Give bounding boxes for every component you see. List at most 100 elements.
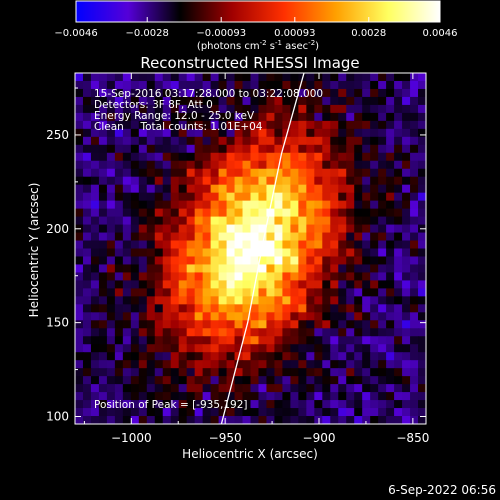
- heatmap-cell: [322, 192, 331, 202]
- heatmap-cell: [322, 112, 331, 122]
- heatmap-cell: [370, 336, 379, 345]
- heatmap-cell: [218, 392, 228, 401]
- heatmap-cell: [170, 248, 180, 258]
- heatmap-cell: [98, 328, 108, 337]
- heatmap-cell: [354, 192, 363, 202]
- heatmap-cell: [306, 280, 315, 289]
- heatmap-cell: [418, 256, 426, 266]
- heatmap-cell: [386, 88, 395, 98]
- heatmap-cell: [298, 392, 307, 401]
- heatmap-cell: [410, 120, 419, 130]
- heatmap-cell: [354, 232, 363, 242]
- heatmap-cell: [170, 184, 180, 194]
- heatmap-cell: [234, 104, 244, 114]
- heatmap-cell: [154, 120, 164, 130]
- heatmap-cell: [346, 200, 355, 210]
- heatmap-cell: [282, 152, 291, 162]
- heatmap-cell: [322, 224, 331, 234]
- heatmap-cell: [234, 208, 244, 218]
- heatmap-cell: [290, 200, 299, 210]
- x-axis-label: Heliocentric X (arcsec): [182, 447, 318, 461]
- heatmap-cell: [386, 408, 395, 417]
- heatmap-cell: [146, 96, 156, 106]
- heatmap-cell: [354, 200, 363, 210]
- heatmap-cell: [266, 384, 276, 393]
- heatmap-cell: [218, 288, 228, 297]
- heatmap-cell: [226, 376, 236, 385]
- heatmap-cell: [330, 184, 339, 194]
- heatmap-cell: [122, 328, 132, 337]
- heatmap-cell: [314, 392, 323, 401]
- heatmap-cell: [266, 256, 276, 266]
- heatmap-cell: [138, 264, 148, 274]
- heatmap-cell: [202, 408, 212, 417]
- heatmap-cell: [210, 232, 220, 242]
- heatmap-cell: [378, 232, 387, 242]
- heatmap-cell: [82, 360, 92, 369]
- heatmap-cell: [138, 104, 148, 114]
- heatmap-cell: [234, 408, 244, 417]
- heatmap-cell: [274, 104, 284, 114]
- heatmap-cell: [362, 392, 371, 401]
- heatmap-cell: [346, 296, 355, 305]
- heatmap-cell: [75, 216, 84, 226]
- heatmap-cell: [162, 184, 172, 194]
- heatmap-cell: [114, 336, 124, 345]
- heatmap-cell: [250, 408, 260, 417]
- heatmap-cell: [218, 400, 228, 409]
- heatmap-cell: [82, 88, 92, 98]
- heatmap-cell: [98, 80, 108, 90]
- heatmap-cell: [298, 264, 307, 274]
- heatmap-cell: [138, 416, 148, 424]
- heatmap-cell: [370, 320, 379, 329]
- heatmap-cell: [322, 248, 331, 258]
- heatmap-cell: [202, 224, 212, 234]
- heatmap-cell: [114, 280, 124, 289]
- heatmap-cell: [290, 208, 299, 218]
- heatmap-cell: [330, 208, 339, 218]
- heatmap-cell: [210, 416, 220, 424]
- heatmap-cell: [274, 264, 284, 274]
- heatmap-cell: [266, 232, 276, 242]
- heatmap-cell: [362, 320, 371, 329]
- heatmap-cell: [306, 73, 315, 82]
- heatmap-cell: [146, 264, 156, 274]
- heatmap-cell: [202, 112, 212, 122]
- heatmap-cell: [282, 400, 291, 409]
- heatmap-cell: [362, 264, 371, 274]
- heatmap-cell: [314, 128, 323, 138]
- heatmap-cell: [378, 128, 387, 138]
- heatmap-cell: [346, 272, 355, 282]
- heatmap-cell: [242, 216, 252, 226]
- heatmap-cell: [114, 240, 124, 250]
- heatmap-cell: [370, 344, 379, 353]
- heatmap-cell: [386, 312, 395, 321]
- heatmap-cell: [106, 192, 116, 202]
- heatmap-cell: [202, 256, 212, 266]
- heatmap-cell: [402, 240, 411, 250]
- heatmap-cell: [218, 192, 228, 202]
- heatmap-cell: [274, 128, 284, 138]
- heatmap-cell: [170, 224, 180, 234]
- heatmap-cell: [138, 368, 148, 377]
- heatmap-cell: [210, 152, 220, 162]
- heatmap-cell: [346, 312, 355, 321]
- heatmap-cell: [330, 320, 339, 329]
- heatmap-cell: [266, 304, 276, 313]
- heatmap-cell: [178, 336, 188, 345]
- heatmap-cell: [90, 136, 100, 146]
- heatmap-cell: [330, 73, 339, 82]
- heatmap-cell: [362, 360, 371, 369]
- heatmap-cell: [386, 224, 395, 234]
- heatmap-cell: [138, 360, 148, 369]
- colorbar-tick-label: 0.0046: [423, 28, 458, 39]
- heatmap-cell: [370, 192, 379, 202]
- heatmap-cell: [250, 152, 260, 162]
- heatmap-cell: [186, 144, 196, 154]
- heatmap-cell: [402, 336, 411, 345]
- heatmap-cell: [338, 240, 347, 250]
- heatmap-cell: [322, 304, 331, 313]
- heatmap-cell: [266, 264, 276, 274]
- heatmap-cell: [162, 296, 172, 305]
- heatmap-cell: [186, 168, 196, 178]
